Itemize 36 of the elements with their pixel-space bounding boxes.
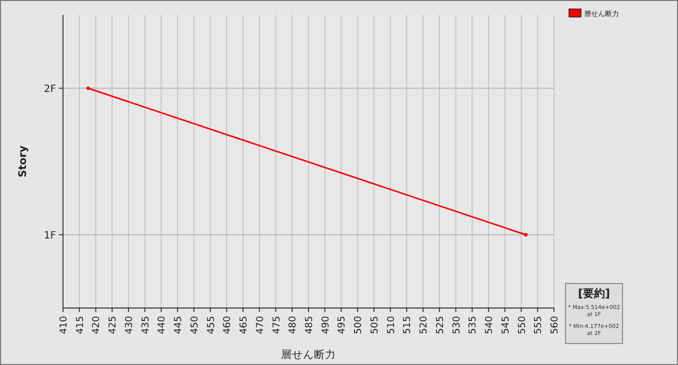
x-tick-label: 440 bbox=[156, 316, 168, 334]
x-tick-label: 415 bbox=[74, 316, 86, 334]
x-tick-label: 540 bbox=[484, 316, 496, 334]
y-tick-label: 1F bbox=[44, 230, 56, 242]
x-tick-label: 495 bbox=[336, 316, 348, 334]
x-tick-label: 530 bbox=[451, 316, 462, 334]
x-tick-label: 475 bbox=[271, 316, 282, 334]
x-tick-label: 515 bbox=[402, 316, 414, 334]
x-tick-label: 435 bbox=[140, 316, 152, 334]
x-tick-label: 490 bbox=[320, 316, 332, 334]
x-tick-label: 560 bbox=[550, 316, 560, 334]
x-axis-title: 層せん断力 bbox=[281, 348, 336, 361]
x-tick-label: 420 bbox=[91, 316, 102, 334]
x-tick-label: 535 bbox=[468, 316, 479, 334]
text: [要約] bbox=[576, 286, 612, 301]
x-tick-label: 510 bbox=[386, 316, 397, 334]
y-tick-label: 2F bbox=[44, 84, 56, 95]
x-tick-label: 505 bbox=[369, 316, 380, 334]
x-tick-label: 465 bbox=[238, 316, 250, 334]
x-tick-label: 555 bbox=[533, 316, 544, 334]
x-tick-label: 450 bbox=[189, 316, 200, 334]
x-tick-label: 410 bbox=[58, 316, 70, 334]
y-axis-title: Story bbox=[17, 145, 29, 178]
x-tick-label: 480 bbox=[288, 316, 299, 334]
x-tick-label: 430 bbox=[124, 316, 135, 334]
x-tick-label: 455 bbox=[206, 316, 217, 334]
x-tick-label: 470 bbox=[254, 316, 266, 334]
x-tick-label: 485 bbox=[304, 316, 315, 334]
x-tick-label: 550 bbox=[516, 316, 528, 334]
x-tick-label: 425 bbox=[108, 316, 119, 334]
x-tick-label: 545 bbox=[500, 316, 512, 334]
x-tick-label: 460 bbox=[222, 316, 234, 334]
x-tick-label: 445 bbox=[173, 316, 184, 334]
x-tick-label: 500 bbox=[353, 316, 364, 334]
x-tick-label: 520 bbox=[418, 316, 430, 334]
x-tick-label: 525 bbox=[434, 316, 446, 334]
